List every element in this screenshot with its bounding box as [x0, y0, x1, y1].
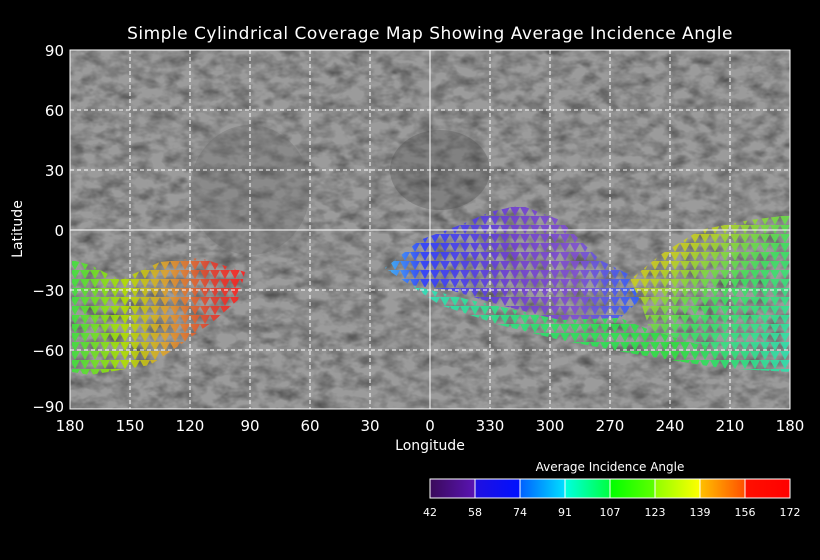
colorbar-tick: 139 [689, 506, 711, 519]
lat-tick: −30 [32, 282, 64, 300]
lat-tick: 0 [54, 222, 64, 240]
lon-tick: 180 [775, 417, 805, 435]
lat-tick: −60 [32, 342, 64, 360]
lon-tick: 150 [115, 417, 145, 435]
lon-tick: 330 [475, 417, 505, 435]
colorbar-tick: 42 [423, 506, 437, 519]
lon-tick: 90 [240, 417, 260, 435]
colorbar-tick: 172 [779, 506, 801, 519]
lon-tick: 270 [595, 417, 625, 435]
colorbar-tick: 156 [734, 506, 756, 519]
lon-tick: 0 [425, 417, 435, 435]
colorbar-tick: 91 [558, 506, 572, 519]
colorbar-tick: 58 [468, 506, 482, 519]
y-axis-label: Latitude [10, 200, 26, 258]
colorbar [429, 478, 791, 499]
lon-tick: 300 [535, 417, 565, 435]
x-axis-label: Longitude [395, 438, 465, 454]
grid [69, 49, 791, 410]
lat-tick: −90 [32, 398, 64, 416]
lon-tick: 30 [360, 417, 380, 435]
lat-tick: 90 [44, 42, 64, 60]
colorbar-tick: 123 [644, 506, 666, 519]
lon-tick: 60 [300, 417, 320, 435]
coverage-region-west [72, 258, 245, 375]
lon-tick: 210 [715, 417, 745, 435]
map-title: Simple Cylindrical Coverage Map Showing … [127, 24, 733, 44]
colorbar-tick: 107 [599, 506, 621, 519]
colorbar-tick: 74 [513, 506, 527, 519]
lat-tick: 60 [44, 102, 64, 120]
lon-tick: 180 [55, 417, 85, 435]
colorbar-title: Average Incidence Angle [535, 460, 685, 474]
lon-tick: 120 [175, 417, 205, 435]
coverage-region-purple [385, 205, 640, 320]
lon-tick: 240 [655, 417, 685, 435]
lat-tick: 30 [44, 162, 64, 180]
